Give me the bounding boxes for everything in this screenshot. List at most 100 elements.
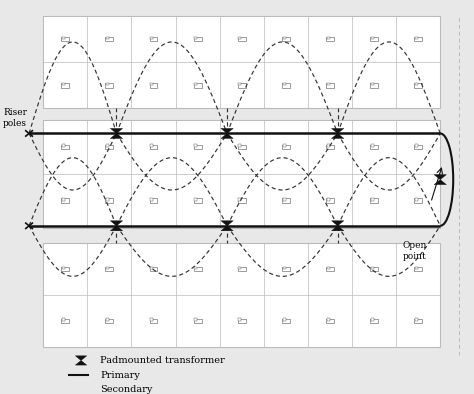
Bar (415, 266, 418, 269)
Polygon shape (331, 226, 344, 231)
Bar (106, 145, 113, 149)
Bar (106, 318, 109, 321)
Bar (106, 144, 109, 147)
Bar (238, 319, 246, 323)
Bar (370, 199, 378, 203)
Bar (326, 83, 334, 88)
Bar (327, 198, 329, 201)
Bar (370, 319, 378, 323)
Bar (415, 83, 418, 85)
Bar (326, 37, 334, 41)
Bar (62, 144, 65, 147)
Bar (62, 266, 65, 269)
Bar (415, 144, 418, 147)
Bar (106, 267, 113, 271)
Bar (62, 318, 65, 321)
Bar (282, 37, 290, 41)
Bar (194, 198, 197, 201)
Bar (326, 145, 334, 149)
Bar (106, 83, 113, 88)
Polygon shape (221, 128, 233, 134)
Bar (194, 266, 197, 269)
Bar (327, 318, 329, 321)
Bar (326, 267, 334, 271)
Bar (194, 83, 201, 88)
Text: Open
point: Open point (402, 241, 427, 260)
Bar (327, 37, 329, 39)
Bar (194, 145, 201, 149)
Bar (150, 145, 157, 149)
Bar (106, 83, 109, 85)
Bar (415, 198, 418, 201)
Polygon shape (110, 134, 123, 138)
Bar (238, 37, 241, 39)
Bar (194, 267, 201, 271)
Bar (238, 144, 241, 147)
Bar (414, 267, 422, 271)
Bar (150, 198, 153, 201)
Bar (62, 198, 65, 201)
Bar (62, 83, 69, 88)
Bar (371, 318, 374, 321)
Polygon shape (110, 221, 123, 226)
Bar (194, 319, 201, 323)
Bar (327, 144, 329, 147)
Bar (414, 199, 422, 203)
Polygon shape (75, 356, 87, 361)
Bar (194, 199, 201, 203)
Bar (415, 318, 418, 321)
Bar (283, 83, 285, 85)
Bar (283, 318, 285, 321)
Bar (282, 145, 290, 149)
Polygon shape (331, 134, 344, 138)
Text: Riser
poles: Riser poles (3, 108, 27, 128)
Bar (150, 267, 157, 271)
Bar (106, 319, 113, 323)
Bar (194, 37, 197, 39)
Bar (150, 144, 153, 147)
Polygon shape (434, 175, 447, 180)
Bar (106, 37, 113, 41)
Bar (62, 319, 69, 323)
Bar (371, 198, 374, 201)
Bar (282, 267, 290, 271)
Bar (106, 266, 109, 269)
Bar (283, 198, 285, 201)
Bar (238, 199, 246, 203)
Bar (326, 319, 334, 323)
Bar (150, 37, 157, 41)
Bar (194, 318, 197, 321)
Text: Padmounted transformer: Padmounted transformer (100, 356, 225, 365)
Bar (238, 267, 246, 271)
Bar (414, 83, 422, 88)
Bar (414, 145, 422, 149)
Bar (150, 83, 157, 88)
Bar (283, 144, 285, 147)
Bar (415, 37, 418, 39)
Bar (238, 83, 246, 88)
Bar (62, 145, 69, 149)
Bar (370, 267, 378, 271)
Bar (283, 266, 285, 269)
Bar (327, 83, 329, 85)
Bar (238, 198, 241, 201)
Bar (194, 144, 197, 147)
Bar (62, 267, 69, 271)
Polygon shape (221, 226, 233, 231)
FancyBboxPatch shape (43, 16, 440, 108)
Bar (150, 37, 153, 39)
Bar (150, 83, 153, 85)
Bar (150, 318, 153, 321)
Bar (106, 198, 109, 201)
Bar (62, 37, 65, 39)
Bar (62, 37, 69, 41)
Bar (106, 199, 113, 203)
Bar (370, 145, 378, 149)
Polygon shape (110, 226, 123, 231)
Bar (62, 83, 65, 85)
Bar (106, 37, 109, 39)
Bar (238, 266, 241, 269)
Polygon shape (434, 180, 447, 185)
Bar (370, 37, 378, 41)
Bar (414, 37, 422, 41)
